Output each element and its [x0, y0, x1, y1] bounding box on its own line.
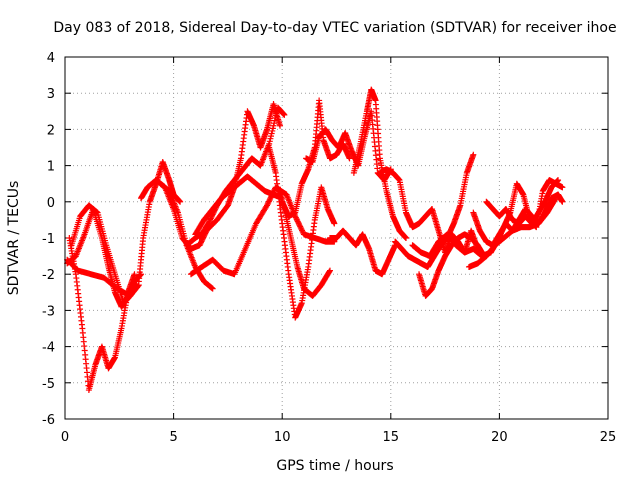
y-tick-label: -4 — [42, 341, 55, 356]
y-tick-label: -5 — [42, 377, 55, 392]
x-tick-label: 20 — [491, 430, 508, 445]
data-point-marker — [177, 198, 184, 205]
y-tick-label: 1 — [47, 160, 55, 175]
series-track-9 — [183, 101, 284, 249]
chart-title: Day 083 of 2018, Sidereal Day-to-day VTE… — [53, 20, 616, 36]
y-tick-label: -3 — [42, 304, 55, 319]
x-tick-label: 15 — [383, 430, 400, 445]
series-track-17 — [350, 86, 410, 241]
y-tick-label: -6 — [42, 413, 55, 428]
series-track-20 — [416, 231, 488, 299]
y-tick-label: 3 — [47, 87, 55, 102]
data-point-marker — [559, 184, 566, 191]
axes-layer: 0 5 10 15 20 25 -6 -5 -4 -3 -2 -1 0 1 2 3 4 — [42, 51, 616, 445]
data-points-layer — [64, 86, 566, 394]
x-axis-label: GPS time / hours — [276, 458, 393, 474]
y-axis-label: SDTVAR / TECUs — [6, 181, 22, 296]
x-tick-label: 25 — [600, 430, 617, 445]
x-tick-label: 0 — [61, 430, 69, 445]
data-point-marker — [403, 235, 410, 241]
y-tick-label: -1 — [42, 232, 55, 247]
y-tick-label: 4 — [47, 51, 55, 66]
data-point-marker — [131, 271, 138, 278]
series-track-7 — [157, 180, 216, 292]
series-track-4 — [64, 256, 142, 299]
data-point-marker — [281, 111, 288, 118]
data-point-marker — [326, 267, 333, 274]
x-tick-label: 10 — [274, 430, 291, 445]
data-point-marker — [346, 155, 353, 162]
y-tick-label: -2 — [42, 268, 55, 283]
y-tick-label: 2 — [47, 123, 55, 138]
data-point-marker — [326, 268, 333, 275]
x-tick-label: 5 — [169, 430, 177, 445]
data-point-marker — [559, 198, 566, 205]
data-point-marker — [209, 285, 216, 292]
data-point-marker — [331, 220, 338, 227]
series-track-1 — [66, 235, 138, 394]
series-track-24 — [483, 177, 562, 227]
series-track-8 — [187, 184, 338, 278]
data-point-marker — [470, 151, 477, 158]
y-tick-label: 0 — [47, 196, 55, 211]
series-track-16 — [326, 227, 399, 278]
data-point-marker — [135, 282, 142, 289]
series-track-5 — [135, 158, 184, 285]
data-point-marker — [277, 122, 284, 129]
